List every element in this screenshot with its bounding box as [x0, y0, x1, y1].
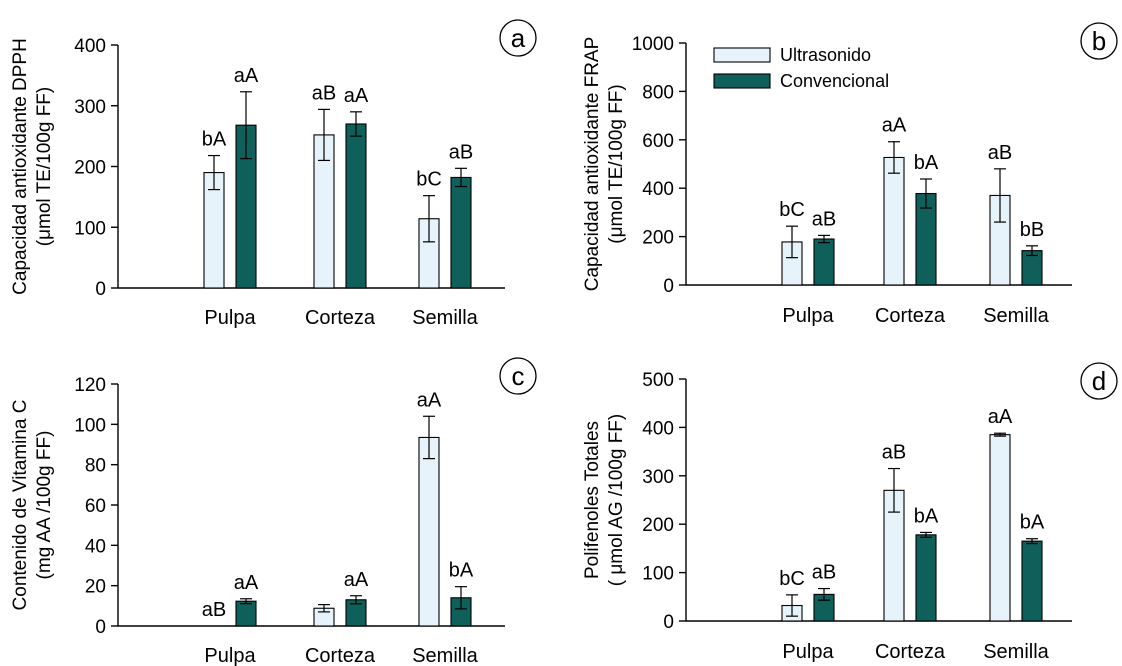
significance-label: aA: [344, 569, 369, 591]
bar-ultrasonido-corteza: [883, 156, 905, 286]
significance-label: bA: [449, 560, 474, 582]
legend-label-convencional: Convencional: [780, 71, 889, 91]
y-axis-label: Capacidad antioxidante DPPH: [10, 38, 31, 295]
y-tick-label: 500: [642, 370, 674, 391]
y-tick-label: 120: [74, 375, 106, 396]
significance-label: bC: [779, 199, 805, 221]
significance-label: bC: [779, 568, 805, 590]
y-tick-label: 200: [642, 228, 674, 249]
y-tick-label: 1000: [632, 34, 674, 55]
significance-label: aB: [312, 82, 336, 104]
significance-label: aA: [988, 406, 1013, 428]
x-category-label: Corteza: [305, 645, 376, 666]
y-tick-label: 800: [642, 82, 674, 103]
bar-convencional-semilla: [1021, 540, 1043, 622]
bar-ultrasonido-semilla: [989, 434, 1011, 622]
panel-label: a: [511, 23, 526, 53]
significance-label: aB: [812, 208, 836, 230]
panel-label-circle: [1080, 362, 1118, 400]
x-category-label: Pulpa: [204, 307, 256, 329]
x-category-label: Semilla: [983, 641, 1049, 663]
y-axis-label-units: (μmol TE/100g FF): [34, 87, 55, 246]
y-axis-label-units: (μmol TE/100g FF): [606, 84, 627, 243]
panel-d: 0 100 200 300 400 500 Polifenoles Totales( μmo…: [582, 362, 1118, 663]
y-tick-label: 20: [85, 577, 106, 598]
y-tick-label: 400: [74, 36, 106, 57]
bar-convencional-corteza: [345, 123, 367, 289]
bar-convencional-pulpa: [235, 600, 257, 627]
significance-label: bB: [1020, 219, 1044, 241]
y-tick-label: 600: [642, 131, 674, 152]
panel-a: 0 100 200 300 400 Capacidad antioxidante DPPH…: [10, 19, 537, 329]
significance-label: aB: [988, 142, 1012, 164]
x-category-label: Semilla: [412, 645, 478, 666]
y-tick-label: 400: [642, 418, 674, 439]
significance-label: aA: [234, 572, 259, 594]
panel-label-circle: [499, 357, 537, 395]
x-category-label: Semilla: [412, 307, 478, 329]
x-category-label: Pulpa: [782, 305, 834, 327]
significance-label: bA: [914, 505, 939, 527]
y-tick-label: 100: [74, 218, 106, 239]
x-category-label: Semilla: [983, 305, 1049, 327]
legend-swatch-convencional: [713, 73, 771, 89]
legend-label-ultrasonido: Ultrasonido: [780, 45, 871, 65]
y-tick-label: 100: [642, 564, 674, 585]
y-tick-label: 0: [663, 276, 674, 297]
y-axis-label-units: (mg AA /100g FF): [34, 431, 55, 580]
bar-convencional-corteza: [915, 534, 937, 622]
x-category-label: Corteza: [875, 641, 946, 663]
y-tick-label: 60: [85, 496, 106, 517]
panel-label-circle: [1080, 22, 1118, 60]
significance-label: bA: [1020, 512, 1045, 534]
significance-label: bA: [914, 152, 939, 174]
significance-label: aA: [234, 65, 259, 87]
panel-label-circle: [499, 19, 537, 57]
x-category-label: Corteza: [875, 305, 946, 327]
significance-label: aB: [449, 141, 473, 163]
x-category-label: Pulpa: [782, 641, 834, 663]
y-tick-label: 200: [642, 515, 674, 536]
y-tick-label: 200: [74, 158, 106, 179]
panel-label: b: [1092, 26, 1106, 56]
y-axis-label: Polifenoles Totales: [582, 421, 603, 579]
significance-label: aB: [202, 599, 226, 621]
bar-convencional-pulpa: [813, 238, 835, 286]
y-tick-label: 300: [74, 97, 106, 118]
significance-label: aA: [882, 115, 907, 137]
y-tick-label: 400: [642, 179, 674, 200]
y-tick-label: 0: [95, 279, 106, 300]
significance-label: aA: [417, 389, 442, 411]
significance-label: bC: [416, 169, 442, 191]
significance-label: aA: [344, 85, 369, 107]
y-tick-label: 0: [95, 617, 106, 638]
y-tick-label: 80: [85, 456, 106, 477]
y-axis-label: Contenido de Vitamina C: [10, 400, 31, 611]
significance-label: aB: [812, 562, 836, 584]
legend: Ultrasonido Convencional: [713, 45, 889, 91]
y-axis-label: Capacidad antioxidante FRAP: [582, 37, 603, 292]
legend-swatch-ultrasonido: [713, 47, 771, 63]
bar-convencional-semilla: [450, 176, 472, 289]
panel-label: c: [512, 361, 525, 391]
bar-ultrasonido-semilla: [418, 436, 440, 627]
y-tick-label: 300: [642, 467, 674, 488]
y-axis-label-units: ( μmol AG /100g FF): [606, 414, 627, 587]
x-category-label: Pulpa: [204, 645, 256, 666]
significance-label: bA: [202, 129, 227, 151]
y-tick-label: 40: [85, 536, 106, 557]
x-category-label: Corteza: [305, 307, 376, 329]
panel-label: d: [1092, 366, 1106, 396]
y-tick-label: 0: [663, 612, 674, 633]
significance-label: aB: [882, 442, 906, 464]
panel-c: 0 20 40 60 80 100 120 Contenido de Vitamina C (m…: [10, 357, 537, 666]
y-tick-label: 100: [74, 415, 106, 436]
panel-b: 0 200 400 600 800 1000 Capacidad antioxidante …: [582, 22, 1118, 327]
